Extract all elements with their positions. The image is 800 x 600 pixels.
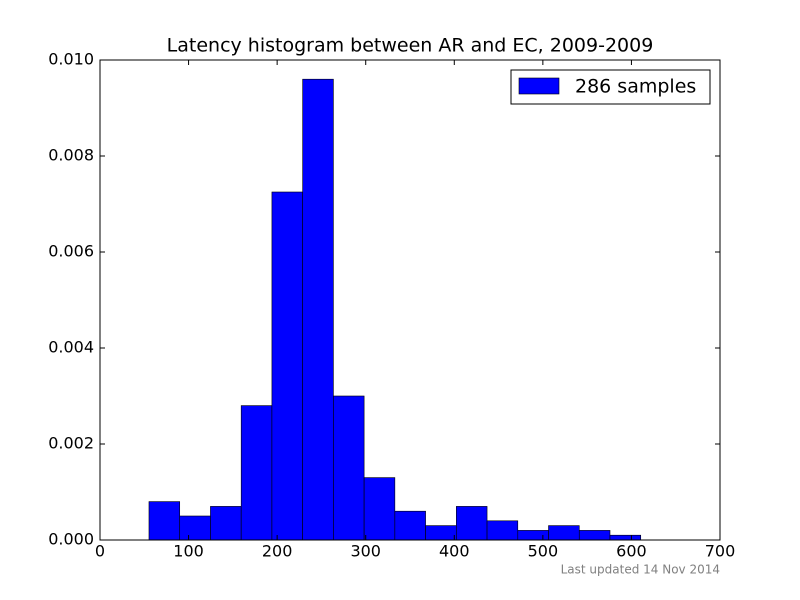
y-tick-label: 0.006 <box>48 242 94 261</box>
legend-label: 286 samples <box>575 76 696 98</box>
bar <box>302 78 334 541</box>
y-tick-label: 0.010 <box>48 50 94 69</box>
bar <box>210 506 242 541</box>
bar <box>517 530 549 541</box>
legend-swatch <box>518 77 560 95</box>
y-tick-label: 0.002 <box>48 434 94 453</box>
bar <box>425 525 457 541</box>
bar <box>394 510 426 541</box>
y-tick-label: 0.004 <box>48 338 94 357</box>
bar <box>333 395 365 541</box>
bar <box>578 530 611 541</box>
bar <box>609 534 642 541</box>
bar <box>456 506 488 541</box>
x-tick-label: 300 <box>350 542 381 561</box>
y-tick-label: 0.008 <box>48 146 94 165</box>
bar <box>240 405 273 541</box>
x-tick-label: 600 <box>616 542 647 561</box>
chart-title: Latency histogram between AR and EC, 200… <box>167 35 654 57</box>
x-tick-label: 0 <box>95 542 105 561</box>
footer: Last updated 14 Nov 2014 <box>561 563 720 577</box>
plot-frame <box>99 59 721 541</box>
bar <box>148 501 181 541</box>
bar <box>548 525 580 541</box>
bar <box>363 477 396 541</box>
x-tick-label: 100 <box>173 542 204 561</box>
y-tick-label: 0.000 <box>48 530 94 549</box>
bar <box>271 191 303 541</box>
bar <box>179 515 211 541</box>
bar <box>486 520 519 541</box>
x-tick-label: 400 <box>439 542 470 561</box>
x-tick-label: 700 <box>705 542 736 561</box>
x-tick-label: 500 <box>528 542 559 561</box>
x-tick-label: 200 <box>262 542 293 561</box>
